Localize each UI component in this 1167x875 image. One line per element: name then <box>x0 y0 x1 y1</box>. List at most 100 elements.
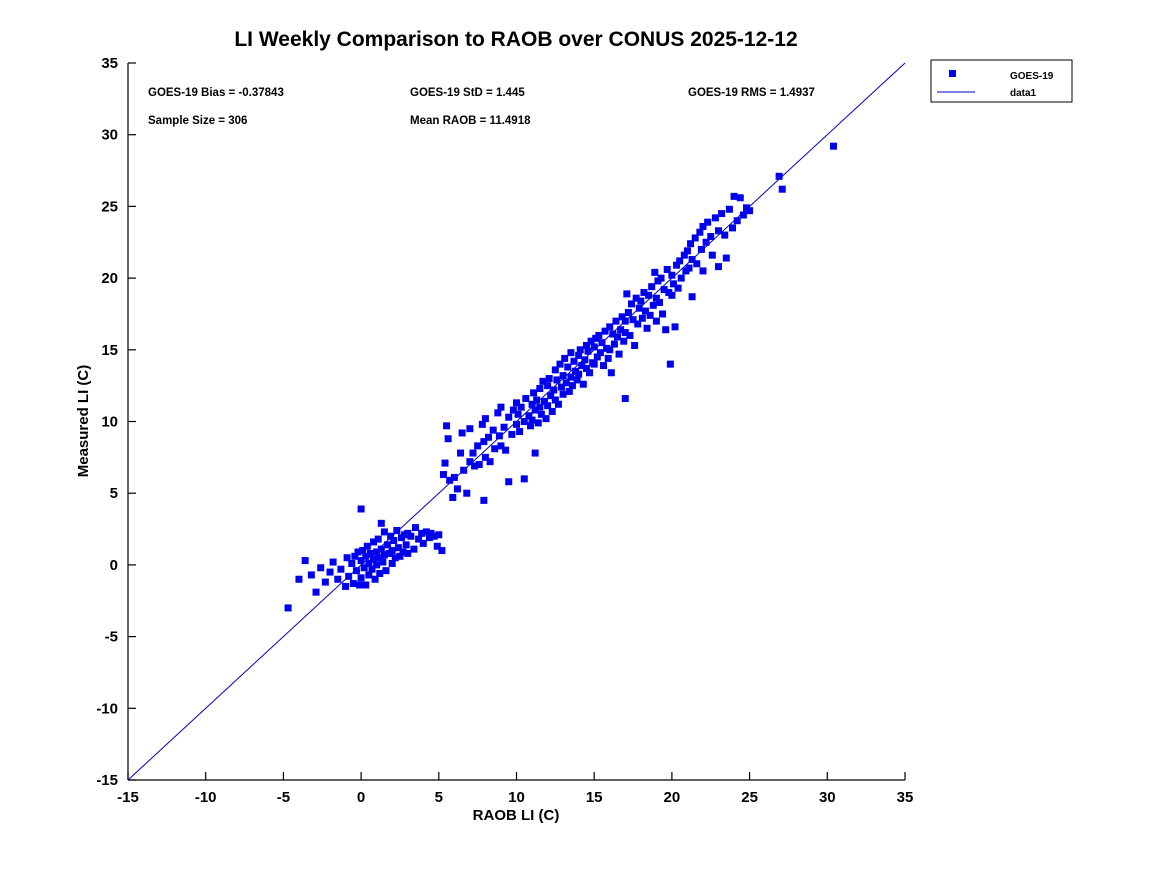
data-point <box>520 475 528 483</box>
data-point <box>537 410 545 418</box>
x-tick-label: 20 <box>664 789 681 806</box>
data-point <box>562 379 570 387</box>
data-point <box>411 524 419 532</box>
data-point <box>497 403 505 411</box>
data-point <box>657 274 665 282</box>
data-point <box>708 251 716 259</box>
data-point <box>471 462 479 470</box>
data-point <box>576 346 584 354</box>
data-point <box>522 395 530 403</box>
data-point <box>368 565 376 573</box>
data-point <box>351 552 359 560</box>
data-point <box>729 224 737 232</box>
data-point <box>390 537 398 545</box>
data-point <box>376 554 384 562</box>
data-point <box>345 572 353 580</box>
data-point <box>352 567 360 575</box>
y-tick-label: 5 <box>110 485 118 502</box>
data-point <box>312 588 320 596</box>
data-point <box>711 214 719 222</box>
data-point <box>624 309 632 317</box>
data-point <box>545 374 553 382</box>
data-point <box>380 551 388 559</box>
data-point <box>362 581 370 589</box>
data-point <box>582 341 590 349</box>
data-point <box>373 548 381 556</box>
data-point <box>460 466 468 474</box>
data-point <box>365 571 373 579</box>
data-point <box>365 559 373 567</box>
data-point <box>435 531 443 539</box>
data-point <box>370 538 378 546</box>
data-point <box>517 403 525 411</box>
data-point <box>374 535 382 543</box>
data-point <box>433 542 441 550</box>
data-point <box>554 400 562 408</box>
data-point <box>586 369 594 377</box>
data-point <box>357 574 365 582</box>
data-point <box>587 337 595 345</box>
x-tick-label: 15 <box>586 789 603 806</box>
data-point <box>693 260 701 268</box>
data-point <box>561 354 569 362</box>
data-point <box>641 307 649 315</box>
data-point <box>704 218 712 226</box>
data-point <box>337 565 345 573</box>
data-point <box>551 366 559 374</box>
x-tick-label: -10 <box>195 789 217 806</box>
data-point <box>635 304 643 312</box>
data-point <box>357 557 365 565</box>
data-point <box>531 449 539 457</box>
data-point <box>391 554 399 562</box>
x-tick-label: 25 <box>741 789 758 806</box>
data-point <box>663 265 671 273</box>
data-point <box>542 415 550 423</box>
data-point <box>612 317 620 325</box>
data-point <box>531 406 539 414</box>
data-point <box>550 386 558 394</box>
data-point <box>540 397 548 405</box>
legend-marker-square <box>949 70 956 77</box>
data-point <box>722 254 730 262</box>
data-point <box>536 403 544 411</box>
data-point <box>528 400 536 408</box>
data-point <box>329 558 337 566</box>
data-point <box>425 534 433 542</box>
data-point <box>687 240 695 248</box>
data-point <box>660 286 668 294</box>
data-point <box>377 519 385 527</box>
data-point <box>520 418 528 425</box>
data-point <box>525 412 533 420</box>
tick-labels: -15 -10 -5 0 5 10 15 20 25 30 35 -15 -10 -5 0 5 10 15 20 25… <box>96 55 913 806</box>
stat-std: GOES-19 StD = 1.445 <box>410 87 525 99</box>
data-point <box>491 445 499 453</box>
data-point <box>388 559 396 567</box>
data-point <box>474 442 482 450</box>
data-point <box>526 422 534 430</box>
data-point <box>621 395 629 403</box>
data-point <box>598 339 606 347</box>
data-point <box>516 428 524 436</box>
data-point <box>363 542 371 550</box>
data-point <box>342 582 350 590</box>
data-point <box>505 413 513 421</box>
data-point <box>387 532 395 540</box>
y-tick-label: 15 <box>101 342 118 359</box>
data-point <box>509 406 517 414</box>
data-point <box>366 549 374 557</box>
data-point <box>830 142 838 150</box>
data-point <box>539 377 547 385</box>
data-point <box>668 271 676 279</box>
data-point <box>646 311 654 319</box>
data-point <box>359 547 367 555</box>
data-point <box>357 505 365 513</box>
data-point <box>514 410 522 418</box>
data-point <box>645 291 653 299</box>
data-point <box>575 370 583 378</box>
data-point <box>394 544 402 552</box>
data-point <box>696 228 704 236</box>
x-tick-label: -15 <box>117 789 139 806</box>
y-tick-label: 25 <box>101 198 118 215</box>
